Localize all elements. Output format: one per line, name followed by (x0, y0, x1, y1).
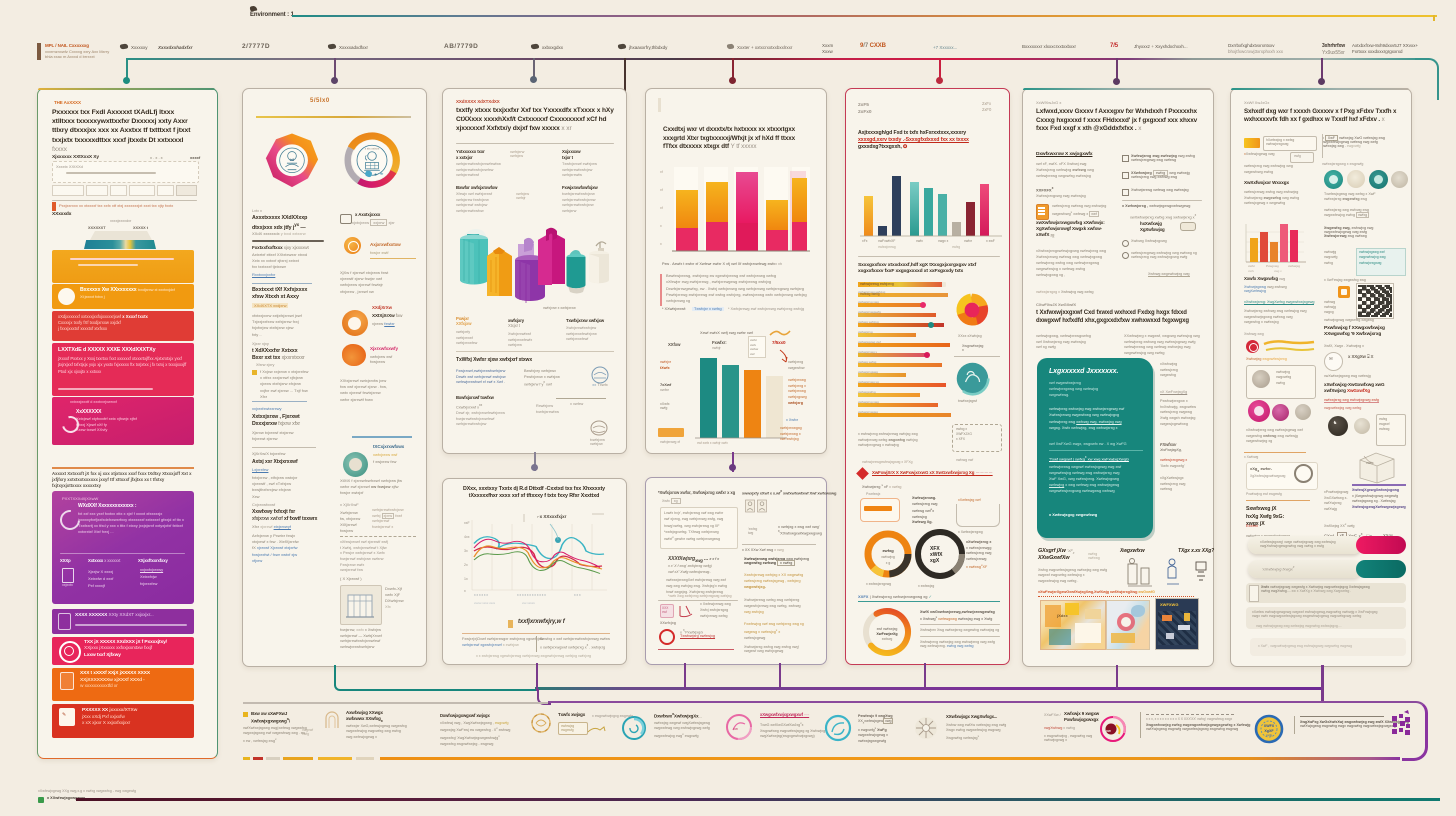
svg-text:XFX: XFX (930, 546, 940, 552)
svg-text:xWfX: xWfX (930, 552, 943, 558)
svg-text:xwfxg: xwfxg (882, 548, 894, 553)
svg-text:xFx: xFx (862, 239, 868, 243)
svg-text:xwf xwfxwjxg: xwf xwfxwjxg (877, 627, 898, 631)
svg-text:⌐x XXxxxfxjxr: ⌐x XXxxxfxjxr (537, 514, 567, 519)
svg-text:xf: xf (660, 188, 663, 192)
svg-text:2x: 2x (464, 563, 468, 567)
svg-text:xxxxx xxxx xxxx: xxxxx xxxx xxxx (474, 601, 496, 605)
svg-text:xwfx: xwfx (916, 239, 923, 243)
svg-text:xf: xf (660, 170, 663, 174)
svg-text:x: x (660, 242, 662, 246)
svg-text:x: x (660, 224, 662, 228)
svg-text:xwfxwg: xwfxwg (882, 637, 893, 641)
svg-text:xwgx x: xwgx x (938, 239, 949, 243)
svg-text:3x: 3x (464, 549, 468, 553)
svg-text:Pxwgxwg: Pxwgxwg (1266, 264, 1279, 268)
svg-text:x xwF: x xwF (986, 239, 995, 243)
svg-text:1x: 1x (464, 577, 468, 581)
svg-text:xwfxg: xwfxg (952, 245, 960, 249)
svg-text:XwFxwjxrXg: XwFxwjxrXg (876, 632, 897, 636)
svg-text:xxF: xxF (464, 521, 470, 525)
svg-text:xwfxr: xwfxr (1248, 264, 1255, 268)
svg-text:xx Txwfx: xx Txwfx (592, 382, 607, 387)
svg-text:x g: x g (886, 561, 891, 565)
svg-text:x x x x x x: x x x x x x (474, 593, 488, 597)
svg-text:xwfxwjxg: xwfxwjxg (1288, 264, 1300, 268)
svg-text:xw: xw (1106, 729, 1111, 733)
svg-text:x x x x x x x x x x x x: x x x x x x x x x x x x (517, 593, 546, 597)
svg-text:xw: xw (733, 726, 738, 731)
svg-text:xwFxwfxXF: xwFxwfxXF (878, 239, 895, 243)
svg-text:xgX: xgX (930, 558, 940, 564)
svg-text:XgXF: XgXF (1264, 729, 1274, 733)
svg-text:txll: txll (290, 158, 295, 162)
svg-text:xwf xwfx x xwfxjr xwfx: xwf xwfx x xwfxjr xwfx (697, 441, 728, 445)
svg-text:xwfx: xwfx (1248, 269, 1255, 273)
svg-text:xwfg: xwfg (1266, 733, 1273, 737)
svg-text:XWFX: XWFX (1264, 724, 1275, 728)
svg-text:xwfx: xwfx (1366, 461, 1373, 465)
svg-text:x xtx xxtxxx: x xtx xxtxxx (365, 147, 380, 151)
svg-text:4xx: 4xx (464, 535, 470, 539)
svg-text:xwfxwjxg: xwfxwjxg (881, 555, 895, 559)
svg-text:xwfxwjxrxwg: xwfxwjxrxwg (878, 245, 896, 249)
svg-text:xxx xxxxx: xxx xxxxx (522, 601, 535, 605)
svg-text:xf: xf (660, 206, 663, 210)
svg-text:xwg x: xwg x (1274, 269, 1282, 273)
svg-text:x: x (464, 589, 466, 593)
svg-text:xwfxr: xwfxr (964, 239, 973, 243)
svg-text:x x x: x x x (574, 593, 581, 597)
